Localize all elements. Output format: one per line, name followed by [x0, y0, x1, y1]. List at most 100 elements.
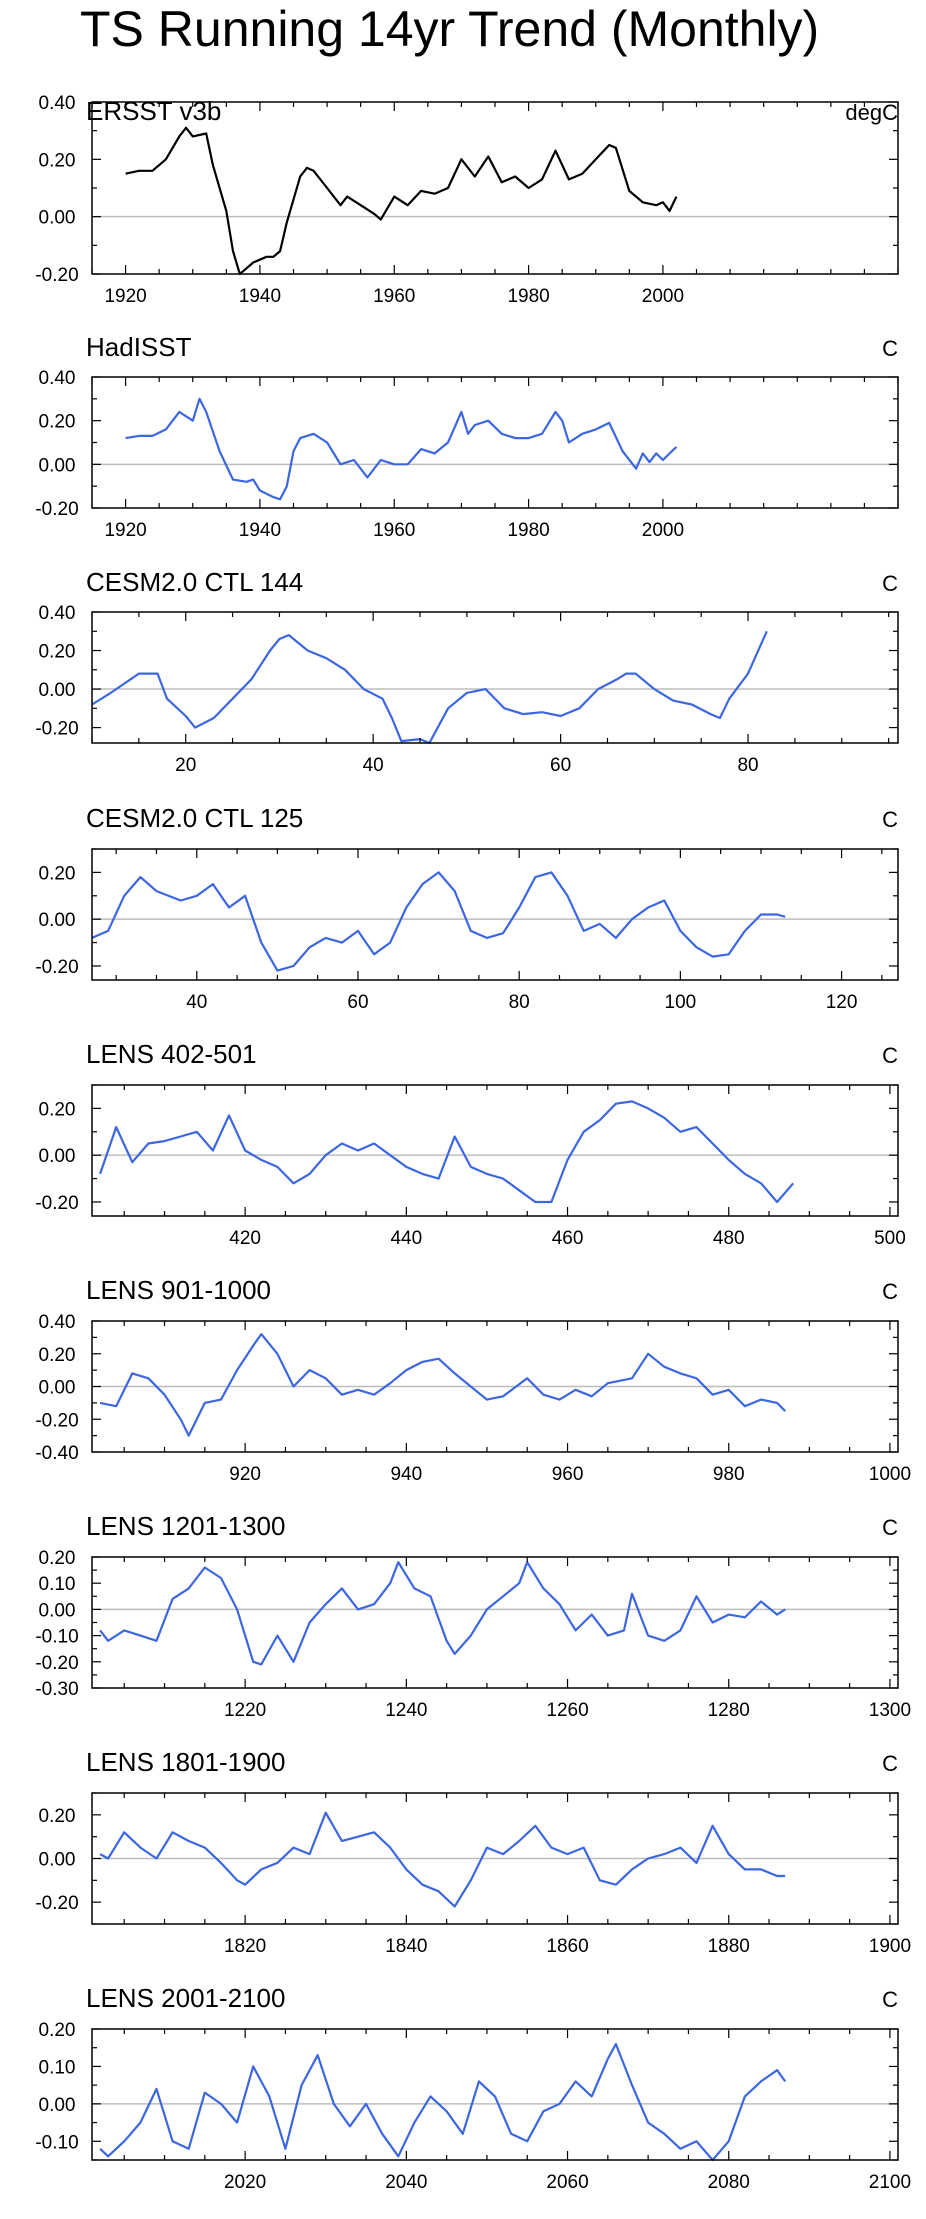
x-tick-label: 1860	[546, 1936, 588, 1957]
x-tick-label: 1300	[869, 1700, 911, 1721]
y-tick-label: 0.40	[39, 1312, 76, 1333]
x-tick-label: 2080	[708, 2172, 750, 2193]
y-tick-label: -0.10	[35, 1627, 78, 1648]
x-tick-label: 1980	[507, 286, 549, 307]
x-tick-label: 120	[826, 992, 858, 1013]
plot-frame	[91, 2028, 899, 2161]
x-tick-label: 2000	[642, 520, 684, 541]
x-tick-label: 2100	[869, 2172, 911, 2193]
series-line	[99, 1811, 786, 1908]
panel-units: C	[882, 336, 898, 361]
x-tick-label: 1820	[224, 1936, 266, 1957]
x-tick-label: 40	[186, 992, 207, 1013]
panel-title: LENS 901-1000	[86, 1275, 271, 1305]
plot-frame	[91, 1556, 899, 1689]
y-tick-label: -0.20	[35, 1410, 78, 1431]
plot-frame	[91, 848, 899, 981]
y-tick-label: 0.20	[39, 2020, 76, 2041]
y-tick-label: -0.20	[35, 265, 78, 286]
y-tick-label: 0.40	[39, 603, 76, 624]
y-tick-label: -0.20	[35, 1193, 78, 1214]
x-tick-label: 80	[737, 755, 758, 776]
x-tick-label: 1880	[708, 1936, 750, 1957]
y-tick-label: -0.20	[35, 719, 78, 740]
series-line	[91, 630, 768, 745]
panel-title: LENS 1201-1300	[86, 1511, 285, 1541]
y-tick-label: 0.40	[39, 368, 76, 389]
panel-units: C	[882, 571, 898, 596]
y-tick-label: 0.20	[39, 1548, 76, 1569]
y-tick-label: 0.40	[39, 93, 76, 114]
y-tick-label: 0.00	[39, 680, 76, 701]
plot-frame	[91, 101, 899, 275]
x-tick-label: 2040	[385, 2172, 427, 2193]
y-tick-label: -0.20	[35, 1893, 78, 1914]
y-tick-label: 0.20	[39, 642, 76, 663]
x-tick-label: 1240	[385, 1700, 427, 1721]
y-tick-label: 0.10	[39, 2057, 76, 2078]
y-tick-label: 0.00	[39, 910, 76, 931]
x-tick-label: 980	[713, 1464, 745, 1485]
panel-units: C	[882, 807, 898, 832]
x-tick-label: 1220	[224, 1700, 266, 1721]
x-tick-label: 500	[874, 1228, 906, 1249]
x-tick-label: 460	[552, 1228, 584, 1249]
series-line	[99, 1100, 795, 1204]
y-tick-label: 0.20	[39, 150, 76, 171]
y-tick-label: -0.10	[35, 2132, 78, 2153]
y-tick-label: 0.20	[39, 1099, 76, 1120]
panel-units: degC	[845, 100, 898, 125]
y-tick-label: 0.10	[39, 1574, 76, 1595]
panel-title: LENS 402-501	[86, 1039, 257, 1069]
x-tick-label: 420	[229, 1228, 261, 1249]
figure-title: TS Running 14yr Trend (Monthly)	[80, 1, 820, 57]
x-tick-label: 1940	[239, 286, 281, 307]
x-tick-label: 1000	[869, 1464, 911, 1485]
panel-title: HadISST	[86, 332, 192, 362]
x-tick-label: 100	[665, 992, 697, 1013]
y-tick-label: 0.00	[39, 1850, 76, 1871]
y-tick-label: 0.20	[39, 1345, 76, 1366]
series-line	[125, 397, 678, 501]
x-tick-label: 1900	[869, 1936, 911, 1957]
series-line	[91, 871, 786, 972]
series-line	[125, 126, 678, 276]
x-tick-label: 1920	[104, 286, 146, 307]
x-tick-label: 1260	[546, 1700, 588, 1721]
x-tick-label: 1960	[373, 286, 415, 307]
y-tick-label: 0.00	[39, 1146, 76, 1167]
panel-title: CESM2.0 CTL 144	[86, 567, 303, 597]
panel-title: LENS 2001-2100	[86, 1983, 285, 2013]
y-tick-label: -0.20	[35, 499, 78, 520]
y-tick-label: -0.20	[35, 957, 78, 978]
y-tick-label: 0.00	[39, 208, 76, 229]
panel-units: C	[882, 1751, 898, 1776]
x-tick-label: 60	[347, 992, 368, 1013]
panel-title: ERSST v3b	[86, 96, 221, 126]
x-tick-label: 1980	[507, 520, 549, 541]
y-tick-label: 0.00	[39, 1600, 76, 1621]
x-tick-label: 940	[390, 1464, 422, 1485]
x-tick-label: 1920	[104, 520, 146, 541]
x-tick-label: 1840	[385, 1936, 427, 1957]
panel-units: C	[882, 1043, 898, 1068]
y-tick-label: -0.40	[35, 1443, 78, 1464]
panel-units: C	[882, 1515, 898, 1540]
y-tick-label: 0.00	[39, 2095, 76, 2116]
x-tick-label: 2000	[642, 286, 684, 307]
x-tick-label: 1940	[239, 520, 281, 541]
x-tick-label: 960	[552, 1464, 584, 1485]
x-tick-label: 40	[363, 755, 384, 776]
x-tick-label: 1280	[708, 1700, 750, 1721]
plot-frame	[91, 611, 899, 744]
plot-frame	[91, 376, 899, 509]
x-tick-label: 480	[713, 1228, 745, 1249]
x-tick-label: 920	[229, 1464, 261, 1485]
y-tick-label: -0.20	[35, 1653, 78, 1674]
y-tick-label: 0.00	[39, 1378, 76, 1399]
y-tick-label: 0.00	[39, 455, 76, 476]
x-tick-label: 80	[509, 992, 530, 1013]
x-tick-label: 2060	[546, 2172, 588, 2193]
y-tick-label: 0.20	[39, 1806, 76, 1827]
